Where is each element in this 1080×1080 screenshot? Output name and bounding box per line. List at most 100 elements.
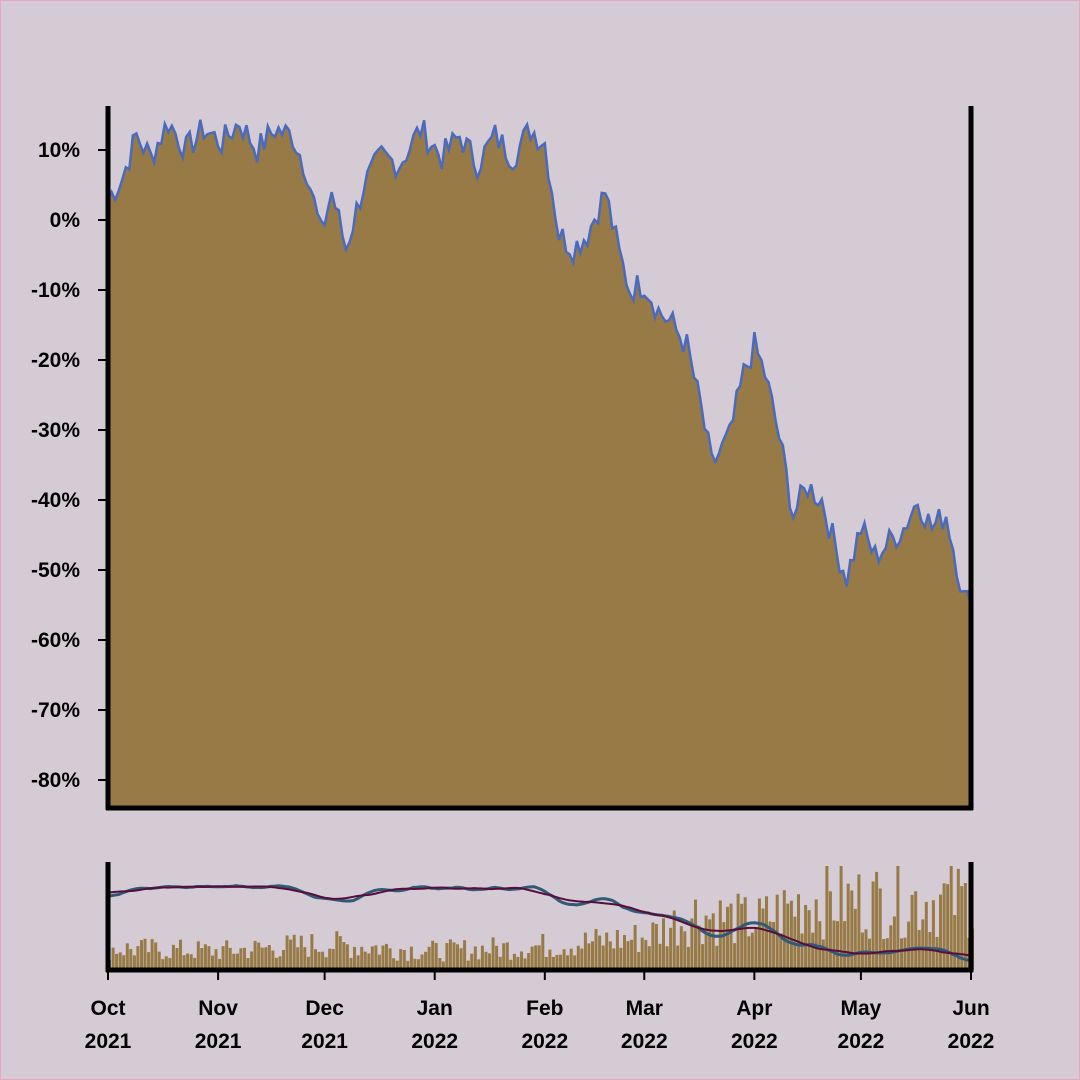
volume-bar [189,954,193,970]
volume-bar [729,903,733,970]
volume-bar [424,951,428,970]
volume-bar [924,901,928,970]
y-tick-label: 0% [50,209,81,232]
volume-bar [129,949,133,970]
volume-bar [669,927,673,970]
volume-bar [140,940,144,970]
volume-bar [218,958,222,970]
main-price-panel: 10% 0% -10% -20% -30% -40% -50% -60% -70% -80% [31,106,974,811]
volume-bar [370,946,374,970]
volume-bar [882,939,886,970]
volume-bar [747,936,751,970]
volume-bar [743,897,747,970]
volume-bar [399,949,403,970]
volume-bar [328,948,332,970]
volume-bar [555,954,559,970]
y-tick-label: -70% [31,699,80,722]
volume-bar [491,937,495,970]
y-tick-label: -40% [31,489,80,512]
volume-bar [427,946,431,970]
volume-bar [828,891,832,970]
volume-bar [931,900,935,970]
volume-bar [321,951,325,970]
y-tick-label: -20% [31,349,80,372]
volume-bar [662,918,666,970]
volume-bar [637,952,641,970]
volume-bar [928,932,932,970]
volume-bar [850,890,854,970]
volume-bar [864,929,868,970]
volume-bar [115,953,119,970]
volume-bar [757,898,761,970]
volume-bar [413,958,417,970]
volume-bar [750,932,754,970]
volume-bar [697,925,701,970]
x-tick-year: 2022 [838,1030,885,1053]
volume-bar [122,955,126,970]
volume-bar [658,943,662,970]
volume-bar [615,930,619,970]
volume-bar [956,868,960,970]
volume-bar [527,953,531,970]
y-tick-label: -60% [31,629,80,652]
volume-bar [356,955,360,970]
volume-bar [257,942,261,970]
volume-bar [619,947,623,970]
volume-bar [264,947,268,970]
volume-bar [853,908,857,970]
volume-bar [360,946,364,970]
volume-bar [296,947,300,970]
volume-bar [480,945,484,970]
volume-bar [473,946,477,970]
volume-bar [250,951,254,970]
volume-bar [946,884,950,970]
volume-bar [548,949,552,970]
volume-bar [509,959,513,970]
volume-bar [623,935,627,970]
volume-bar [892,916,896,970]
volume-bar [797,894,801,970]
volume-bar [921,919,925,970]
volume-bar [736,893,740,970]
y-tick-label: -30% [31,419,80,442]
volume-bar [175,948,179,970]
volume-bar [306,956,310,970]
volume-bar [679,926,683,970]
volume-bar [900,938,904,970]
volume-bar [871,881,875,970]
x-tick-year: 2022 [621,1030,668,1053]
y-tick-label: 10% [38,139,80,162]
x-tick-month: Feb [526,997,563,1020]
volume-panel-axes [105,862,974,973]
volume-bar [598,935,602,970]
volume-bar [243,947,247,970]
volume-bar [676,945,680,970]
volume-bar [441,961,445,970]
volume-bar [331,948,335,970]
volume-bar [132,955,136,970]
volume-bar [903,937,907,970]
volume-bar [463,940,467,970]
volume-bar [694,899,698,970]
volume-bar [143,938,147,970]
volume-bar [516,956,520,970]
volume-bar [164,956,168,970]
volume-bar [402,950,406,970]
volume-bar [559,954,563,970]
volume-bar [512,953,516,970]
volume-panel [105,862,975,973]
volume-bar [612,948,616,970]
volume-bar [566,955,570,970]
volume-bar [935,936,939,970]
volume-bar [701,944,705,970]
x-tick-year: 2022 [411,1030,458,1053]
volume-bar [647,946,651,970]
volume-bar [502,943,506,970]
volume-bar [562,949,566,970]
volume-bar [285,935,289,970]
volume-bar [274,957,278,970]
volume-bar [633,925,637,970]
x-tick-year: 2022 [521,1030,568,1053]
volume-bar [392,958,396,970]
